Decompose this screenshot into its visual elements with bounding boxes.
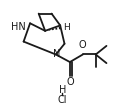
Text: N: N: [53, 49, 60, 59]
Text: Cl: Cl: [58, 95, 67, 105]
Text: H: H: [63, 23, 70, 32]
Text: HN: HN: [11, 21, 26, 32]
Text: O: O: [66, 77, 74, 88]
Text: O: O: [79, 40, 87, 50]
Text: H: H: [59, 85, 66, 95]
